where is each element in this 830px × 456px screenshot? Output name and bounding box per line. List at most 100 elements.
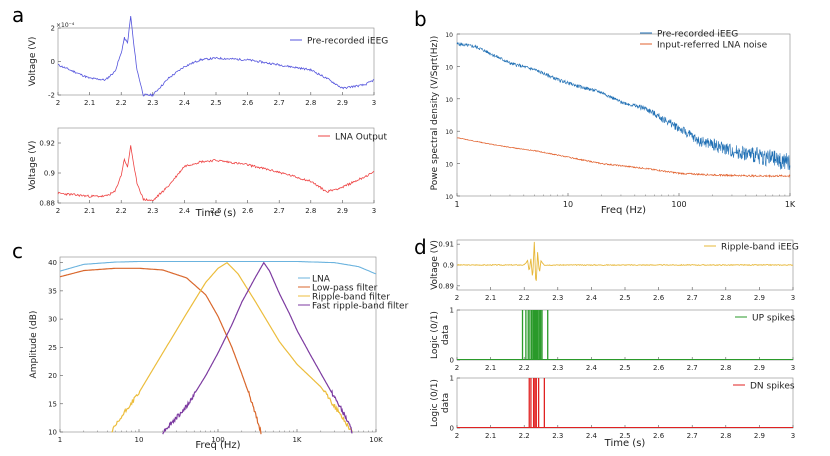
- y-axis-label: Voltage (V): [430, 240, 440, 290]
- x-tick-label: 2.3: [552, 432, 563, 440]
- series-line-ripple-band-ieeg: [456, 241, 794, 281]
- x-tick-label: 2: [455, 432, 459, 440]
- y-tick-label: 1: [450, 307, 454, 315]
- y-axis-label: Logic (0/1): [430, 311, 440, 359]
- y-axis-label: data: [441, 325, 451, 345]
- chart-d3: 2 2.1 2.2 2.3 2.4 2.5 2.6 2.7 2.8 2.9 3 Time (s) 0 1 L…: [430, 375, 795, 450]
- y-tick-label: 0.92: [39, 140, 55, 148]
- x-tick-label: 2.5: [619, 432, 630, 440]
- y-tick-label: 10: [445, 194, 453, 201]
- x-tick-label: 2.4: [586, 294, 598, 302]
- x-tick-label: 3: [372, 99, 376, 107]
- x-tick-label: 10: [135, 436, 144, 444]
- x-tick-label: 2.3: [552, 294, 563, 302]
- y-tick-label: 20: [48, 372, 57, 380]
- legend-entry: LNA: [312, 275, 331, 285]
- chart-a1: 2 2.1 2.2 2.3 2.4 2.5 2.6 2.7 2.8 2.9 3-202 ×10⁻⁴Vo…: [28, 16, 388, 107]
- legend-entry: Fast ripple-band filter: [312, 302, 409, 312]
- x-tick-label: 2.4: [179, 207, 191, 215]
- chart-d1: 2 2.1 2.2 2.3 2.4 2.5 2.6 2.7 2.8 2.9 3 0.89 0.9 0.91…: [430, 239, 799, 302]
- x-tick-label: 2.2: [116, 207, 127, 215]
- legend-entry: UP spikes: [752, 314, 795, 324]
- panel-letter-b: b: [414, 7, 427, 31]
- legend-entry: Pre-recorded iEEG: [307, 37, 388, 47]
- y-tick-label: 30: [48, 316, 57, 324]
- x-tick-label: 2.4: [586, 364, 598, 372]
- panel-letter-c: c: [12, 239, 23, 263]
- x-tick-label: 2.1: [84, 207, 95, 215]
- x-tick-label: 1K: [785, 200, 796, 209]
- x-tick-label: 1: [58, 436, 62, 444]
- y-axis-label: Powe spectral density (V/Sqrt(Hz)): [430, 36, 440, 191]
- chart-a2: 2 2.1 2.2 2.3 2.4 2.5 2.6 2.7 2.8 2.9 3 Time (s) 0.8…: [28, 127, 387, 219]
- chart-d2: 2 2.1 2.2 2.3 2.4 2.5 2.6 2.7 2.8 2.9 3 0 1 Logic (0/…: [430, 307, 795, 373]
- y-tick-label: 40: [48, 259, 57, 267]
- x-tick-label: 2.8: [720, 364, 731, 372]
- x-tick-label: 10: [563, 200, 573, 209]
- x-axis-label: Time (s): [604, 438, 646, 449]
- x-tick-label: 100: [211, 436, 224, 444]
- series-line-pre-recorded-ieeg: [456, 42, 791, 171]
- y-tick-label: 15: [48, 400, 57, 408]
- x-tick-label: 10K: [369, 436, 383, 444]
- x-tick-label: 2.5: [619, 364, 630, 372]
- series-line-pre-recorded-ieeg: [57, 16, 375, 97]
- y-tick-label: 0.89: [438, 282, 454, 290]
- series-line-lna-output: [57, 145, 375, 202]
- x-tick-label: 2.4: [179, 99, 191, 107]
- x-tick-label: 2.8: [305, 207, 316, 215]
- x-tick-label: 2.9: [754, 294, 765, 302]
- x-tick-label: 3: [372, 207, 376, 215]
- x-tick-label: 2.9: [337, 207, 348, 215]
- x-tick-label: 2.2: [519, 432, 530, 440]
- x-tick-label: 2.1: [485, 364, 496, 372]
- x-tick-label: 1: [454, 200, 459, 209]
- y-tick-label: 10: [445, 32, 453, 39]
- y-multiplier: ×10⁻⁴: [56, 22, 75, 29]
- x-tick-label: 2.7: [687, 294, 698, 302]
- x-tick-label: 2.7: [274, 207, 285, 215]
- x-tick-label: 100: [671, 200, 686, 209]
- y-tick-label: 0.91: [438, 241, 454, 249]
- x-tick-label: 2.7: [687, 432, 698, 440]
- x-tick-label: 2.3: [552, 364, 563, 372]
- y-axis-label: Amplitude (dB): [29, 311, 39, 379]
- legend-entry: DN spikes: [750, 382, 795, 392]
- axis-frame: [456, 33, 791, 197]
- x-tick-label: 2.3: [147, 207, 158, 215]
- y-tick-label: 10: [445, 97, 453, 104]
- y-tick-label: 0.9: [443, 262, 454, 270]
- x-tick-label: 2.9: [337, 99, 348, 107]
- y-tick-label: 0: [51, 58, 55, 66]
- y-tick-label: 10: [445, 129, 453, 136]
- y-tick-label: -2: [48, 92, 55, 100]
- y-tick-label: 0: [450, 357, 454, 365]
- y-axis-label: Voltage (V): [28, 141, 38, 191]
- legend-entry: Ripple-band iEEG: [721, 243, 799, 253]
- x-tick-label: 2.4: [586, 432, 598, 440]
- x-tick-label: 1K: [292, 436, 301, 444]
- y-tick-label: 35: [48, 287, 57, 295]
- y-axis-label: data: [441, 393, 451, 413]
- x-tick-label: 2.6: [242, 99, 254, 107]
- series-line-fast-ripple-band-filter: [162, 261, 353, 435]
- x-tick-label: 2.6: [653, 432, 665, 440]
- y-axis-label: Voltage (V): [28, 37, 38, 87]
- series-line-low-pass-filter: [59, 267, 262, 435]
- y-tick-label: 10: [48, 429, 57, 437]
- x-tick-label: 3: [791, 432, 795, 440]
- x-tick-label: 2.5: [210, 99, 221, 107]
- x-tick-label: 3: [791, 294, 795, 302]
- x-tick-label: 2.9: [754, 432, 765, 440]
- x-tick-label: 2.5: [210, 207, 221, 215]
- y-axis-label: Logic (0/1): [430, 379, 440, 427]
- x-tick-label: 2.1: [485, 294, 496, 302]
- x-tick-label: 2.6: [242, 207, 254, 215]
- x-tick-label: 2.8: [305, 99, 316, 107]
- x-tick-label: 2.3: [147, 99, 158, 107]
- x-tick-label: 2.1: [84, 99, 95, 107]
- y-tick-label: 10: [445, 162, 453, 169]
